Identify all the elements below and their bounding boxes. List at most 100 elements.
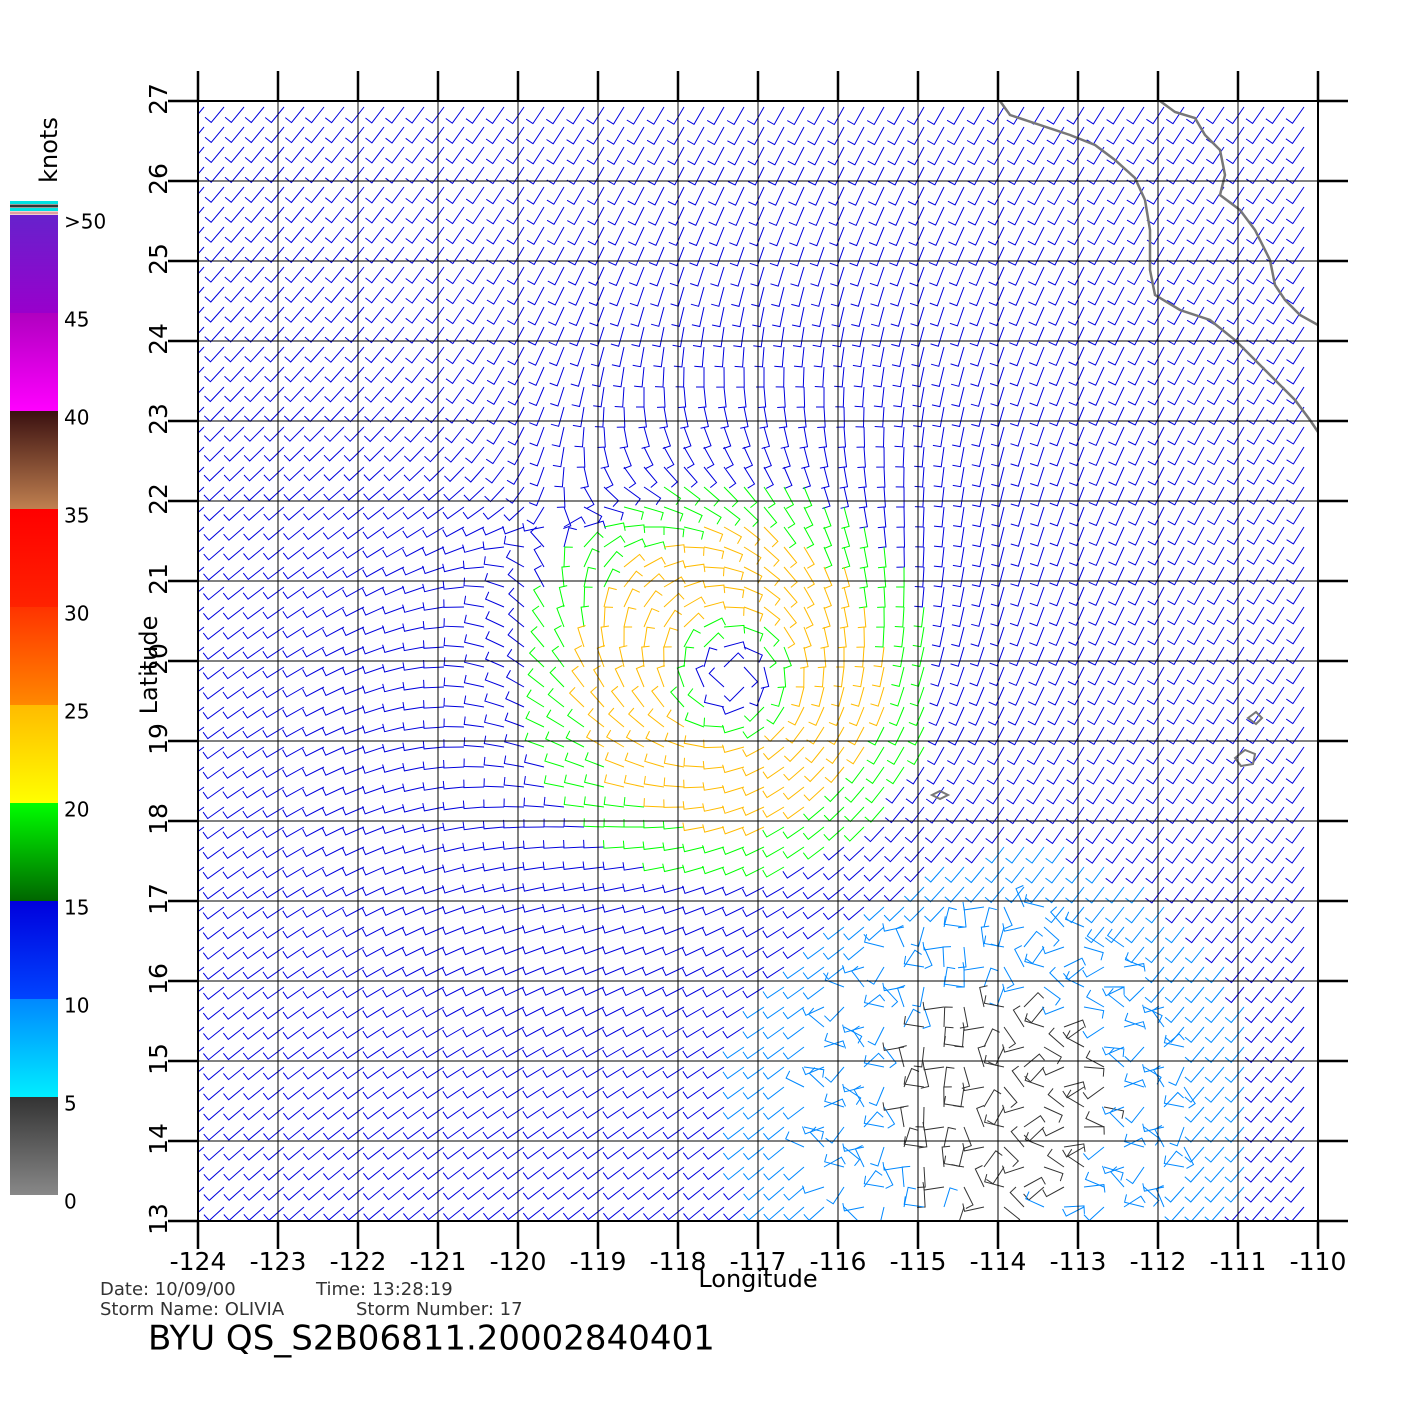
wind-barb	[222, 646, 245, 660]
wind-barb	[1246, 686, 1265, 705]
wind-barb	[707, 146, 725, 166]
wind-barb	[788, 186, 805, 206]
colorbar-band	[10, 803, 58, 901]
wind-barb	[906, 766, 925, 785]
wind-barb	[969, 646, 985, 667]
wind-barb	[783, 486, 795, 509]
wind-barb	[567, 206, 585, 226]
wind-barb	[783, 506, 796, 529]
wind-barb	[743, 1206, 765, 1221]
wind-barb	[424, 426, 445, 443]
wind-barb	[991, 486, 1005, 508]
wind-barb	[683, 735, 705, 748]
wind-barb	[656, 665, 665, 688]
wind-barb	[1087, 226, 1105, 246]
wind-barb	[991, 446, 1005, 467]
wind-barb	[365, 286, 385, 304]
wind-barb	[385, 326, 405, 344]
wind-barb	[485, 611, 505, 628]
wind-barb	[682, 986, 705, 998]
wind-barb	[663, 526, 685, 538]
wind-barb	[903, 1196, 925, 1208]
wind-barb	[591, 366, 605, 388]
wind-barb	[443, 759, 465, 769]
wind-barb	[846, 746, 865, 765]
wind-barb	[763, 1106, 785, 1121]
wind-barb	[505, 669, 525, 688]
wind-barb	[1069, 466, 1085, 487]
wind-barb	[943, 1006, 953, 1028]
wind-barb	[323, 1166, 345, 1181]
wind-barb	[442, 1026, 465, 1038]
wind-barb	[445, 126, 465, 144]
wind-barb	[242, 986, 265, 1000]
wind-barb	[723, 546, 744, 563]
wind-barb	[402, 926, 425, 936]
wind-barb	[723, 1146, 745, 1161]
wind-barb	[1146, 746, 1165, 765]
wind-barb	[242, 1046, 265, 1061]
wind-barb	[1146, 126, 1165, 145]
wind-barb	[1069, 506, 1085, 527]
wind-barb	[283, 1186, 305, 1201]
wind-barb	[198, 826, 205, 833]
wind-barb	[263, 466, 285, 482]
wind-barb	[1245, 146, 1265, 165]
wind-barb	[651, 685, 665, 708]
wind-barb	[918, 1126, 928, 1149]
wind-barb	[825, 1126, 845, 1144]
wind-barb	[903, 1186, 917, 1208]
wind-barb	[662, 1066, 685, 1079]
wind-barb	[1164, 1026, 1185, 1044]
wind-barb	[649, 266, 665, 287]
wind-barb	[1107, 326, 1125, 346]
wind-barb	[522, 1166, 545, 1180]
wind-barb	[882, 1162, 905, 1171]
wind-barb	[1204, 946, 1225, 964]
wind-barb	[582, 861, 605, 870]
wind-barb	[877, 486, 886, 508]
wind-barb	[502, 1086, 525, 1099]
wind-barb	[198, 706, 205, 713]
wind-barb	[1083, 1184, 1106, 1193]
wind-barb	[202, 886, 225, 900]
wind-barb	[1103, 986, 1125, 995]
wind-barb	[262, 1046, 285, 1060]
wind-barb	[1204, 1186, 1225, 1203]
wind-barb	[382, 683, 405, 693]
wind-barb	[823, 506, 832, 529]
wind-barb	[523, 754, 545, 768]
wind-barb	[523, 797, 545, 808]
wind-barb	[381, 846, 405, 855]
wind-barb	[669, 266, 685, 287]
wind-barb	[562, 1046, 585, 1058]
wind-barb	[262, 826, 285, 839]
wind-barb	[242, 1006, 265, 1020]
wind-barb	[502, 841, 525, 850]
wind-barb	[627, 707, 645, 728]
wind-barb	[405, 346, 425, 364]
wind-barb	[1265, 906, 1285, 924]
time: Time: 13:28:19	[315, 1279, 453, 1300]
wind-barb	[636, 387, 645, 408]
wind-barb	[243, 1126, 265, 1141]
wind-barb	[1010, 506, 1025, 527]
wind-barb	[716, 366, 725, 388]
wind-barb	[202, 866, 225, 880]
wind-barb	[643, 573, 665, 588]
wind-barb	[723, 686, 745, 702]
wind-barb	[952, 466, 965, 488]
wind-barb	[909, 266, 925, 287]
wind-barb	[222, 806, 245, 819]
wind-barb	[422, 986, 445, 997]
wind-barb	[262, 586, 285, 600]
wind-barb	[928, 246, 945, 267]
wind-barb	[304, 226, 325, 244]
wind-barb	[262, 926, 285, 939]
wind-barb	[567, 226, 585, 246]
wind-barb	[342, 1046, 365, 1059]
wind-barb	[502, 862, 525, 871]
wind-barb	[322, 626, 345, 638]
wind-barb	[742, 1026, 765, 1039]
wind-barb	[692, 326, 705, 348]
